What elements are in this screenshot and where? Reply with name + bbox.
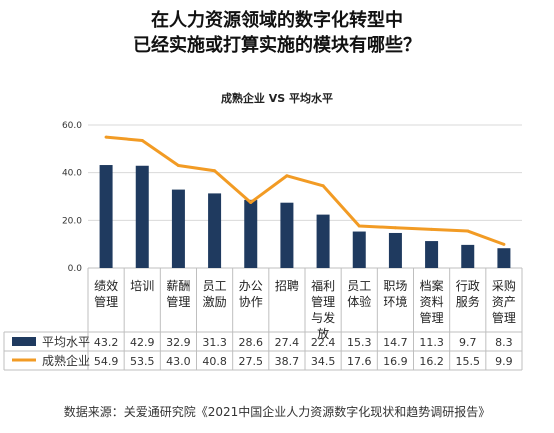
category-label: 员工 bbox=[347, 279, 371, 293]
category-label: 管理 bbox=[166, 294, 190, 309]
data-label: 27.4 bbox=[275, 336, 300, 349]
data-label: 15.5 bbox=[456, 355, 481, 368]
y-tick-label: 60.0 bbox=[62, 121, 82, 131]
bar bbox=[208, 193, 222, 268]
title-line-1: 在人力资源领域的数字化转型中 bbox=[151, 10, 403, 31]
category-label: 培训 bbox=[130, 278, 154, 293]
data-label: 16.2 bbox=[419, 355, 444, 368]
category-label: 绩效 bbox=[94, 278, 118, 293]
category-label: 服务 bbox=[456, 294, 480, 309]
line-point bbox=[466, 229, 470, 233]
data-label: 8.3 bbox=[495, 336, 513, 349]
data-label: 15.3 bbox=[347, 336, 372, 349]
data-label: 9.9 bbox=[495, 355, 513, 368]
data-label: 42.9 bbox=[130, 336, 155, 349]
category-label: 与发 bbox=[311, 310, 335, 325]
data-label: 9.7 bbox=[459, 336, 477, 349]
bar bbox=[352, 231, 366, 268]
category-label: 协作 bbox=[239, 294, 263, 309]
category-label: 采购 bbox=[492, 278, 516, 293]
category-label: 管理 bbox=[492, 310, 516, 325]
data-source: 数据来源：关爱通研究院《2021中国企业人力资源数字化现状和趋势调研报告》 bbox=[63, 405, 491, 419]
data-label: 40.8 bbox=[202, 355, 227, 368]
category-label: 放 bbox=[317, 326, 329, 341]
category-label: 激励 bbox=[203, 295, 227, 309]
bar bbox=[388, 232, 402, 268]
bar bbox=[99, 165, 113, 268]
data-label: 43.0 bbox=[166, 355, 191, 368]
bar bbox=[497, 248, 511, 268]
data-label: 14.7 bbox=[383, 336, 408, 349]
data-label: 22.4 bbox=[311, 336, 336, 349]
category-label: 环境 bbox=[383, 294, 407, 309]
category-label: 管理 bbox=[94, 294, 118, 309]
title-line-2: 已经实施或打算实施的模块有哪些？ bbox=[133, 35, 421, 56]
category-label: 体验 bbox=[347, 294, 371, 309]
category-label: 资产 bbox=[492, 295, 516, 309]
category-label: 薪酬 bbox=[166, 279, 190, 293]
y-tick-label: 0.0 bbox=[68, 264, 83, 274]
line-point bbox=[357, 224, 361, 228]
category-label: 职场 bbox=[383, 279, 407, 293]
legend-label: 成熟企业 bbox=[42, 353, 90, 368]
y-tick-label: 20.0 bbox=[62, 216, 82, 226]
bar bbox=[135, 165, 149, 268]
page-title: 在人力资源领域的数字化转型中 已经实施或打算实施的模块有哪些？ bbox=[0, 8, 554, 58]
category-label: 员工 bbox=[203, 279, 227, 293]
category-label: 档案 bbox=[420, 278, 444, 293]
data-label: 27.5 bbox=[239, 355, 264, 368]
line-point bbox=[213, 169, 217, 173]
category-label: 管理 bbox=[420, 310, 444, 325]
category-label: 资料 bbox=[420, 295, 444, 309]
line-point bbox=[249, 200, 253, 204]
data-label: 34.5 bbox=[311, 355, 336, 368]
data-label: 43.2 bbox=[94, 336, 119, 349]
data-label: 28.6 bbox=[239, 336, 264, 349]
line-point bbox=[140, 138, 144, 142]
data-label: 53.5 bbox=[130, 355, 155, 368]
category-label: 招聘 bbox=[275, 279, 299, 293]
bar bbox=[244, 199, 258, 268]
line-point bbox=[104, 135, 108, 139]
legend-label: 平均水平 bbox=[42, 335, 90, 349]
chart-title: 成熟企业 VS 平均水平 bbox=[220, 92, 334, 105]
bar bbox=[461, 244, 475, 268]
data-label: 31.3 bbox=[202, 336, 227, 349]
line-point bbox=[285, 174, 289, 178]
line-point bbox=[502, 242, 506, 246]
category-label: 管理 bbox=[311, 294, 335, 309]
data-label: 11.3 bbox=[419, 336, 444, 349]
data-label: 17.6 bbox=[347, 355, 372, 368]
data-label: 32.9 bbox=[166, 336, 191, 349]
data-label: 38.7 bbox=[275, 355, 300, 368]
data-label: 16.9 bbox=[383, 355, 408, 368]
category-label: 行政 bbox=[456, 279, 480, 293]
line-point bbox=[321, 184, 325, 188]
bar bbox=[171, 189, 185, 268]
series-line bbox=[105, 135, 505, 246]
line-point bbox=[176, 164, 180, 168]
line-point bbox=[393, 226, 397, 230]
bar bbox=[425, 241, 439, 268]
category-label: 福利 bbox=[311, 278, 335, 293]
data-label: 54.9 bbox=[94, 355, 119, 368]
y-tick-label: 40.0 bbox=[62, 169, 82, 179]
line-point bbox=[430, 227, 434, 231]
legend-key-bar bbox=[12, 337, 36, 346]
bar bbox=[280, 202, 294, 268]
bar bbox=[316, 214, 330, 268]
category-label: 办公 bbox=[239, 278, 263, 293]
